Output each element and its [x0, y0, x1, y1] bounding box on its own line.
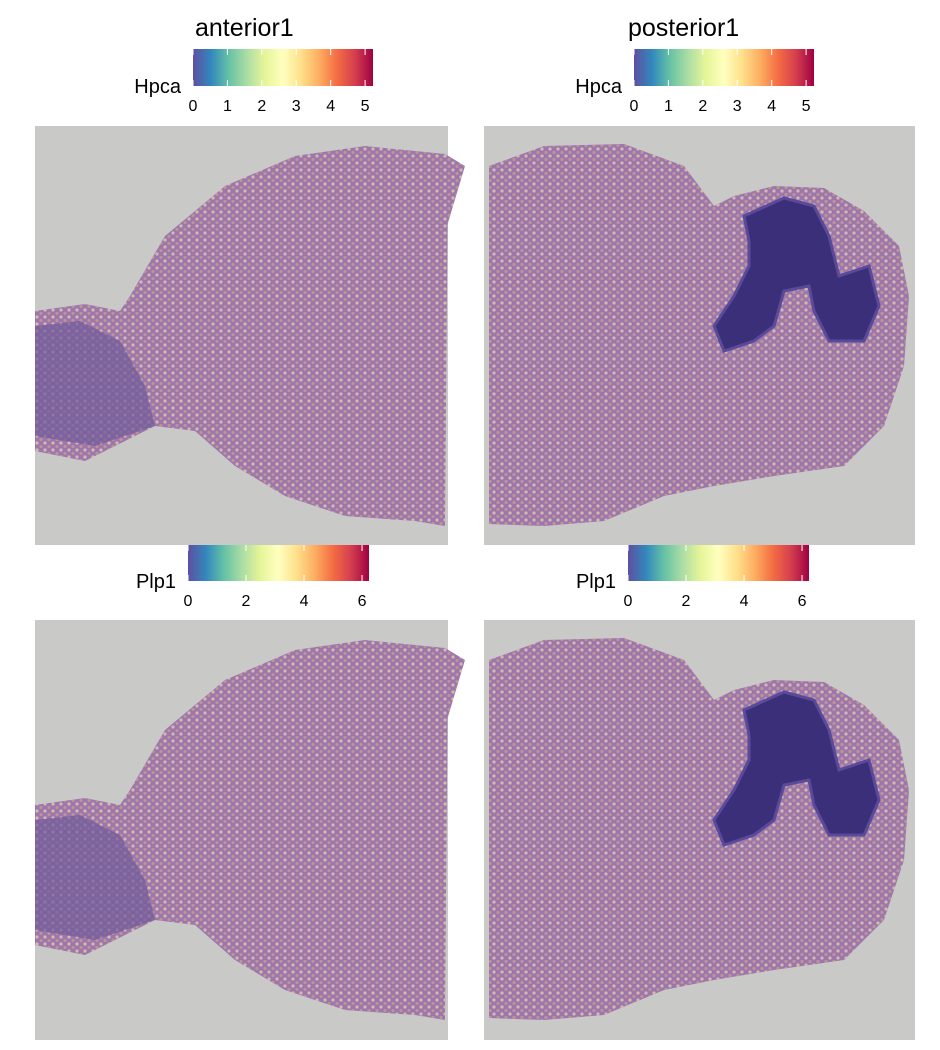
tissue-spots [35, 640, 465, 1020]
olfactory-bulb [35, 815, 155, 940]
colorbar-tick-label: 3 [292, 98, 301, 115]
colorbar-tick-label: 1 [223, 98, 232, 115]
colorbar-tick-label: 3 [733, 98, 742, 115]
colorbar [628, 545, 809, 581]
legend-title: Plp1 [576, 571, 616, 593]
colorbar-tick-label: 4 [740, 593, 749, 610]
tissue-spots [35, 146, 465, 526]
colorbar-tick-label: 2 [257, 98, 266, 115]
panel: anterior1 Hpca 0 1 2 3 4 5 [35, 14, 465, 545]
colorbar-tick-label: 0 [624, 593, 633, 610]
colorbar [634, 49, 814, 86]
colorbar-tick-label: 4 [326, 98, 335, 115]
tissue [489, 638, 909, 1020]
olfactory-bulb [35, 321, 155, 446]
panel-title: posterior1 [628, 14, 739, 42]
panel-title: anterior1 [195, 14, 294, 42]
panel: Plp1 0 2 4 6 [484, 545, 915, 1040]
colorbar-tick-label: 1 [664, 98, 673, 115]
colorbar-tick-label: 6 [798, 593, 807, 610]
cerebellum-layer [712, 690, 881, 847]
legend-title: Hpca [575, 76, 623, 98]
panel: posterior1 Hpca 0 1 2 3 4 5 [484, 14, 915, 545]
colorbar-tick-label: 4 [767, 98, 776, 115]
colorbar-tick-label: 5 [361, 98, 370, 115]
legend-title: Hpca [134, 76, 182, 98]
legend-title: Plp1 [136, 571, 176, 593]
colorbar-tick-label: 4 [300, 593, 309, 610]
colorbar-tick-label: 2 [682, 593, 691, 610]
panel: Plp1 0 2 4 6 [35, 545, 465, 1040]
colorbar [193, 49, 373, 86]
colorbar [188, 545, 369, 581]
colorbar-tick-label: 0 [189, 98, 198, 115]
colorbar-tick-label: 5 [802, 98, 811, 115]
colorbar-tick-label: 0 [184, 593, 193, 610]
colorbar-tick-label: 2 [242, 593, 251, 610]
tissue [35, 146, 465, 526]
cerebellum-layer [712, 196, 881, 353]
colorbar-tick-label: 2 [698, 98, 707, 115]
tissue [35, 640, 465, 1020]
tissue [489, 144, 909, 526]
colorbar-tick-label: 0 [630, 98, 639, 115]
colorbar-tick-label: 6 [358, 593, 367, 610]
